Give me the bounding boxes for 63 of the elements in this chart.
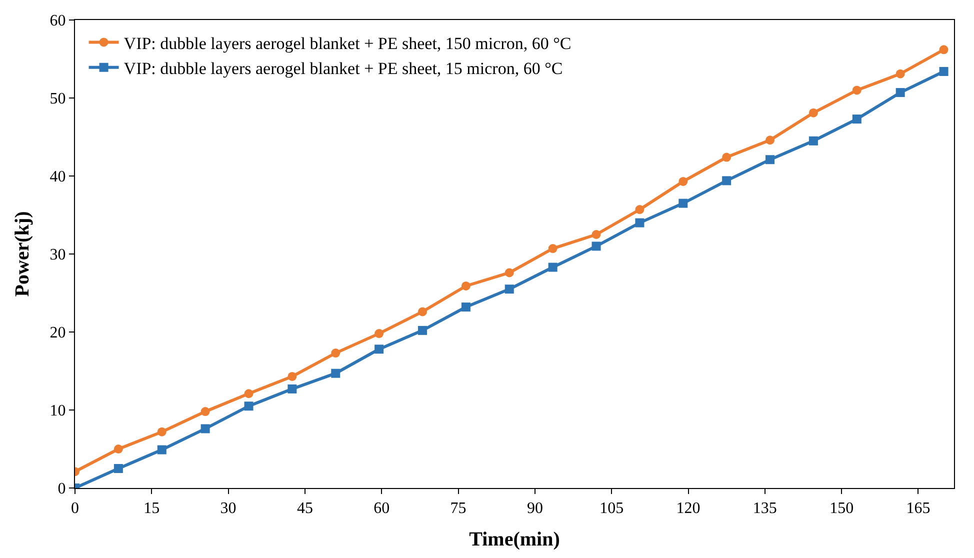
- point: [374, 329, 384, 338]
- point: [374, 344, 384, 354]
- legend-label: VIP: dubble layers aerogel blanket + PE sheet, 15 micron, 60 °C: [124, 58, 563, 78]
- x-tick-label: 45: [296, 500, 313, 518]
- y-tick-label: 60: [50, 12, 66, 30]
- point: [548, 262, 558, 272]
- point: [852, 86, 862, 95]
- legend-label: VIP: dubble layers aerogel blanket + PE sheet, 150 micron, 60 °C: [124, 34, 572, 53]
- point: [808, 136, 818, 146]
- point: [200, 407, 210, 416]
- point: [244, 402, 254, 411]
- point: [504, 284, 514, 294]
- point: [766, 155, 775, 164]
- x-tick-label: 15: [144, 500, 160, 518]
- x-tick-label: 135: [752, 500, 777, 518]
- x-tick-label: 105: [600, 500, 624, 518]
- point: [896, 88, 905, 98]
- point: [461, 281, 470, 290]
- x-axis-title: Time(min): [469, 528, 560, 551]
- point: [939, 45, 948, 54]
- point: [331, 368, 340, 378]
- x-tick-label: 90: [526, 500, 543, 518]
- point: [722, 176, 732, 186]
- x-tick-label: 120: [676, 500, 700, 518]
- y-tick-label: 10: [50, 402, 66, 420]
- x-tick-label: 60: [374, 500, 390, 518]
- x-tick-label: 0: [71, 500, 79, 518]
- point: [331, 348, 340, 358]
- point: [504, 268, 514, 278]
- y-tick-label: 50: [50, 90, 66, 108]
- point: [939, 66, 948, 76]
- x-tick-label: 30: [220, 500, 236, 518]
- point: [288, 384, 297, 394]
- point: [461, 302, 470, 312]
- x-tick-label: 75: [450, 500, 466, 518]
- y-tick-label: 0: [58, 480, 66, 498]
- point: [288, 372, 297, 381]
- point: [200, 424, 210, 434]
- x-tick-label: 165: [906, 500, 930, 518]
- point: [244, 389, 254, 398]
- point: [157, 427, 166, 436]
- y-axis-title: Power(kj): [11, 211, 34, 297]
- y-tick-label: 40: [50, 168, 66, 186]
- y-tick-label: 20: [50, 324, 66, 342]
- point: [852, 114, 862, 124]
- point: [678, 176, 688, 186]
- point: [592, 242, 601, 251]
- point: [766, 136, 775, 145]
- y-tick-label: 30: [50, 246, 66, 264]
- point: [548, 244, 558, 254]
- point: [635, 205, 644, 214]
- point: [635, 218, 644, 228]
- point: [114, 464, 123, 473]
- point: [808, 108, 818, 118]
- point: [114, 444, 123, 454]
- point: [418, 307, 428, 316]
- point: [722, 152, 732, 162]
- point: [157, 445, 166, 454]
- point: [592, 230, 601, 239]
- point: [896, 69, 905, 78]
- point: [678, 198, 688, 208]
- x-tick-label: 150: [830, 500, 854, 518]
- point: [418, 326, 428, 335]
